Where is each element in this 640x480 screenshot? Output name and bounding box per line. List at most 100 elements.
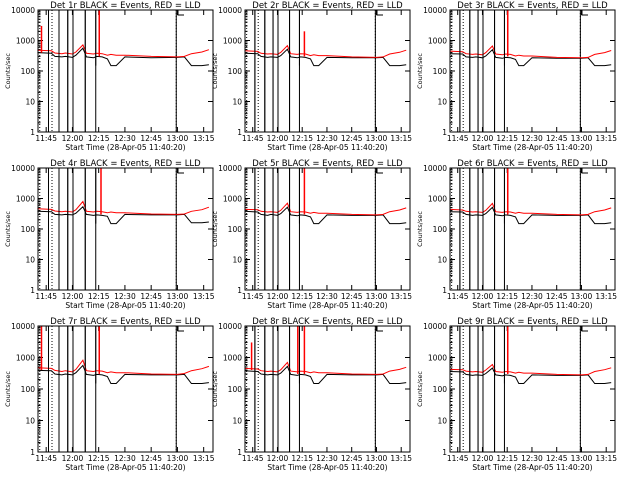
chart-title: Det 9r BLACK = Events, RED = LLD (457, 317, 608, 327)
y-tick-label: 10000 (423, 6, 447, 15)
chart-panel: Det 3r BLACK = Events, RED = LLD Counts/s… (416, 1, 617, 152)
y-tick-label: 10 (437, 98, 447, 107)
x-tick-label: 13:15 (193, 134, 215, 143)
x-tick-label: 12:30 (316, 292, 338, 301)
x-tick-label: 12:00 (62, 292, 84, 301)
lld-series-line (37, 200, 210, 215)
plot-frame (37, 325, 214, 453)
x-tick-label: 11:45 (35, 454, 57, 463)
y-tick-label: 100 (228, 225, 243, 234)
y-tick-label: 1 (30, 448, 35, 457)
y-tick-label: 1000 (428, 37, 447, 46)
x-tick-label: 13:15 (390, 134, 412, 143)
y-tick-label: 1000 (223, 37, 242, 46)
x-axis-label: Start Time (28-Apr-05 11:40:20) (65, 143, 185, 152)
x-tick-label: 12:15 (88, 134, 110, 143)
x-tick-label: 13:00 (167, 134, 189, 143)
events-series-line (244, 206, 407, 225)
x-tick-label: 12:15 (88, 292, 110, 301)
y-tick-label: 1000 (223, 354, 242, 363)
x-tick-label: 13:15 (595, 134, 617, 143)
x-tick-label: 12:15 (496, 454, 518, 463)
chart-panel: Det 7r BLACK = Events, RED = LLD Counts/s… (4, 317, 215, 472)
y-tick-label: 1000 (16, 195, 35, 204)
events-series-line (244, 365, 407, 384)
x-tick-label: 12:45 (546, 292, 568, 301)
y-tick-label: 1 (237, 448, 242, 457)
x-tick-label: 12:45 (341, 292, 363, 301)
x-axis-label: Start Time (28-Apr-05 11:40:20) (472, 463, 592, 472)
lld-series-line (449, 202, 612, 216)
x-tick-label: 12:30 (521, 134, 543, 143)
x-tick-label: 12:45 (140, 134, 162, 143)
x-tick-label: 13:15 (193, 292, 215, 301)
plot-frame (449, 9, 616, 133)
x-tick-label: 12:15 (291, 292, 313, 301)
y-axis-label: Counts/sec (211, 211, 219, 247)
y-tick-label: 10000 (218, 322, 242, 331)
x-tick-label: 11:45 (242, 292, 264, 301)
x-tick-label: 11:45 (447, 454, 469, 463)
y-tick-label: 10 (25, 417, 35, 426)
x-tick-label: 13:00 (366, 292, 388, 301)
chart-panel: Det 6r BLACK = Events, RED = LLD Counts/s… (416, 159, 617, 310)
notch-marker (177, 326, 184, 332)
y-tick-label: 10000 (218, 164, 242, 173)
events-series-line (449, 206, 612, 225)
y-tick-label: 100 (433, 67, 448, 76)
y-tick-label: 1000 (223, 195, 242, 204)
y-tick-label: 1 (442, 286, 447, 295)
events-series-line (449, 367, 612, 384)
notch-marker (177, 168, 184, 174)
y-tick-label: 10000 (423, 164, 447, 173)
x-tick-label: 12:15 (496, 292, 518, 301)
x-tick-label: 12:00 (267, 454, 289, 463)
x-axis-label: Start Time (28-Apr-05 11:40:20) (267, 301, 387, 310)
lld-series-line (244, 361, 407, 375)
chart-title: Det 1r BLACK = Events, RED = LLD (50, 1, 201, 11)
y-axis-label: Counts/sec (416, 211, 424, 247)
y-tick-label: 1 (30, 128, 35, 137)
x-tick-label: 12:30 (521, 292, 543, 301)
x-tick-label: 12:45 (546, 134, 568, 143)
x-tick-label: 12:30 (114, 134, 136, 143)
y-tick-label: 10000 (218, 6, 242, 15)
x-axis-label: Start Time (28-Apr-05 11:40:20) (65, 301, 185, 310)
chart-panel: Det 1r BLACK = Events, RED = LLD Counts/s… (4, 1, 215, 152)
notch-marker (376, 168, 383, 174)
y-tick-label: 10 (25, 98, 35, 107)
chart-panel: Det 4r BLACK = Events, RED = LLD Counts/s… (4, 159, 215, 310)
chart-panel: Det 8r BLACK = Events, RED = LLD Counts/s… (211, 317, 412, 472)
y-tick-label: 1 (442, 448, 447, 457)
plot-frame (244, 9, 411, 133)
chart-title: Det 2r BLACK = Events, RED = LLD (252, 1, 403, 11)
plot-frame (244, 325, 411, 453)
x-tick-label: 11:45 (242, 134, 264, 143)
x-tick-label: 13:15 (595, 454, 617, 463)
y-tick-label: 100 (433, 385, 448, 394)
x-tick-label: 13:15 (595, 292, 617, 301)
x-tick-label: 13:00 (571, 454, 593, 463)
y-tick-label: 1000 (16, 354, 35, 363)
x-tick-label: 12:45 (140, 292, 162, 301)
y-tick-label: 1000 (16, 37, 35, 46)
y-tick-label: 10000 (11, 6, 35, 15)
x-tick-label: 11:45 (447, 292, 469, 301)
notch-marker (376, 10, 383, 16)
chart-title: Det 3r BLACK = Events, RED = LLD (457, 1, 608, 11)
x-tick-label: 13:00 (366, 134, 388, 143)
x-tick-label: 12:00 (472, 454, 494, 463)
y-tick-label: 100 (21, 225, 36, 234)
y-tick-label: 10000 (11, 164, 35, 173)
chart-panel: Det 5r BLACK = Events, RED = LLD Counts/s… (211, 159, 412, 310)
x-tick-label: 12:30 (114, 454, 136, 463)
y-tick-label: 1 (442, 128, 447, 137)
lld-series-line (37, 359, 210, 375)
plot-frame (449, 167, 616, 291)
x-tick-label: 12:30 (316, 134, 338, 143)
y-tick-label: 1 (237, 286, 242, 295)
x-tick-label: 13:15 (193, 454, 215, 463)
x-tick-label: 12:45 (546, 454, 568, 463)
plot-frame (37, 9, 214, 133)
